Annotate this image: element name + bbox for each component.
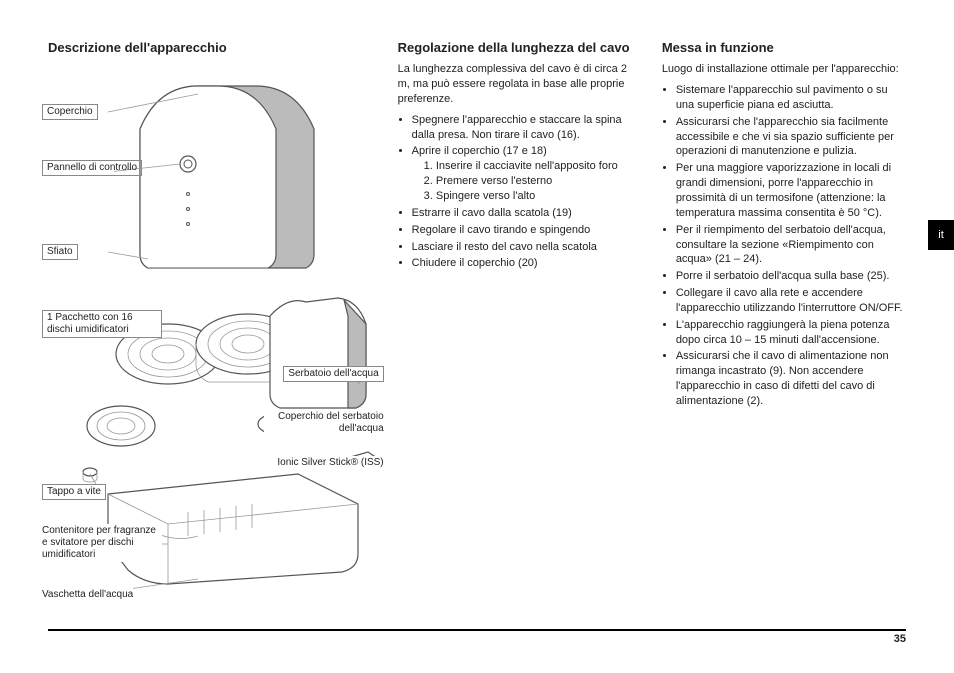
- label-iss: Ionic Silver Stick® (ISS): [277, 456, 383, 470]
- list-item: L'apparecchio raggiungerà la piena poten…: [676, 318, 906, 348]
- label-tappo: Tappo a vite: [42, 484, 106, 500]
- list-item: Per il riempimento del serbatoio dell'ac…: [676, 223, 906, 268]
- startup-list: Sistemare l'apparecchio sul pavimento o …: [662, 83, 906, 409]
- heading-description: Descrizione dell'apparecchio: [48, 40, 378, 56]
- label-pacchetto: 1 Pacchetto con 16 dischi umidificatori: [42, 310, 162, 338]
- list-item: Spegnere l'apparecchio e staccare la spi…: [412, 113, 642, 143]
- sub-step: 3. Spingere verso l'alto: [424, 189, 642, 204]
- list-item: Aprire il coperchio (17 e 18) 1. Inserir…: [412, 144, 642, 203]
- heading-startup: Messa in funzione: [662, 40, 906, 56]
- label-contenitore: Contenitore per fragranze e svitatore pe…: [42, 524, 162, 562]
- label-pannello: Pannello di controllo: [42, 160, 142, 176]
- list-item: Porre il serbatoio dell'acqua sulla base…: [676, 269, 906, 284]
- list-item: Per una maggiore vaporizzazione in local…: [676, 161, 906, 220]
- list-item: Chiudere il coperchio (20): [412, 256, 642, 271]
- cable-intro: La lunghezza complessiva del cavo è di c…: [398, 62, 642, 107]
- list-item: Collegare il cavo alla rete e accendere …: [676, 286, 906, 316]
- list-item: Sistemare l'apparecchio sul pavimento o …: [676, 83, 906, 113]
- startup-intro: Luogo di installazione ottimale per l'ap…: [662, 62, 906, 77]
- cable-list: Spegnere l'apparecchio e staccare la spi…: [398, 113, 642, 271]
- label-serbatoio: Serbatoio dell'acqua: [283, 366, 383, 382]
- sub-step: 2. Premere verso l'esterno: [424, 174, 642, 189]
- list-item: Assicurarsi che l'apparecchio sia facilm…: [676, 115, 906, 160]
- label-coperchio: Coperchio: [42, 104, 98, 120]
- language-tab: it: [928, 220, 954, 250]
- page-number: 35: [894, 633, 906, 645]
- appliance-diagram: Coperchio Pannello di controllo Sfiato 1…: [48, 64, 378, 604]
- list-item: Regolare il cavo tirando e spingendo: [412, 223, 642, 238]
- list-item: Estrarre il cavo dalla scatola (19): [412, 206, 642, 221]
- list-item: Assicurarsi che il cavo di alimentazione…: [676, 349, 906, 408]
- heading-cable: Regolazione della lunghezza del cavo: [398, 40, 642, 56]
- list-item: Lasciare il resto del cavo nella scatola: [412, 240, 642, 255]
- page-footer: 35: [48, 629, 906, 645]
- label-vaschetta: Vaschetta dell'acqua: [42, 588, 133, 602]
- sub-step: 1. Inserire il cacciavite nell'apposito …: [424, 159, 642, 174]
- label-sfiato: Sfiato: [42, 244, 78, 260]
- label-coperchio-serb: Coperchio del serbatoio dell'acqua: [264, 410, 384, 436]
